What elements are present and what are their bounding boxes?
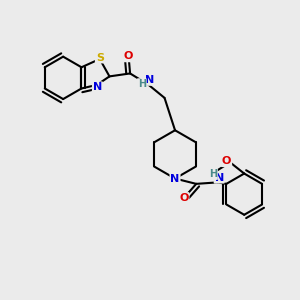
Text: H: H <box>138 79 146 89</box>
Text: O: O <box>222 156 231 166</box>
Text: O: O <box>124 51 133 62</box>
Text: N: N <box>170 174 180 184</box>
Text: N: N <box>93 82 102 92</box>
Text: N: N <box>145 75 154 85</box>
Text: O: O <box>179 193 188 203</box>
Text: H: H <box>209 169 217 179</box>
Text: S: S <box>96 52 104 62</box>
Text: N: N <box>214 173 224 183</box>
